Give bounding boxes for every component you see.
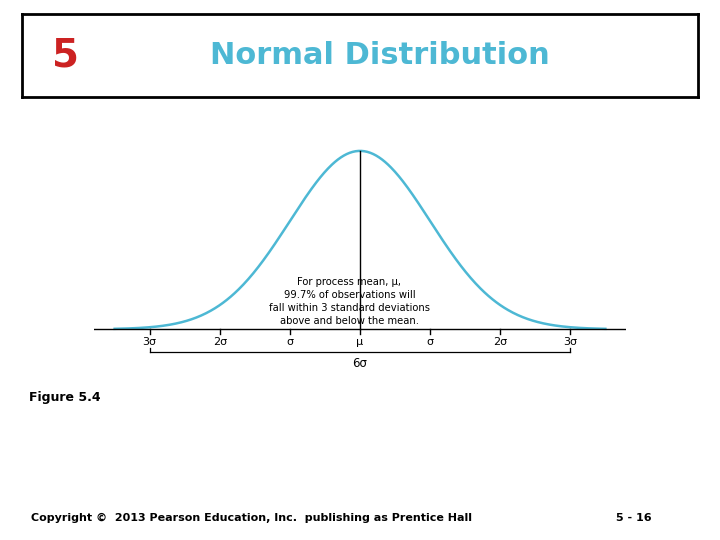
Text: σ: σ	[427, 338, 433, 347]
Text: σ: σ	[287, 338, 293, 347]
Text: Normal Distribution: Normal Distribution	[210, 41, 550, 70]
Text: Copyright ©  2013 Pearson Education, Inc.  publishing as Prentice Hall: Copyright © 2013 Pearson Education, Inc.…	[32, 512, 472, 523]
Text: 5: 5	[52, 36, 79, 75]
Text: 5 - 16: 5 - 16	[616, 512, 652, 523]
Text: 6σ: 6σ	[353, 357, 367, 370]
Text: 3σ: 3σ	[563, 338, 577, 347]
Text: 3σ: 3σ	[143, 338, 157, 347]
Text: Figure 5.4: Figure 5.4	[29, 392, 100, 404]
Text: For process mean, μ,
99.7% of observations will
fall within 3 standard deviation: For process mean, μ, 99.7% of observatio…	[269, 276, 430, 326]
Text: 2σ: 2σ	[212, 338, 227, 347]
Text: μ: μ	[356, 338, 364, 347]
Text: 2σ: 2σ	[493, 338, 508, 347]
